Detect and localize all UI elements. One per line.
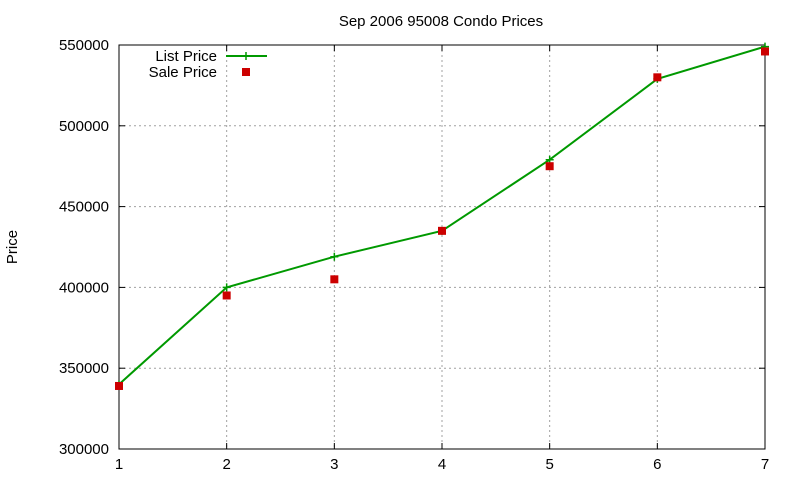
x-tick-label: 2 — [222, 456, 230, 473]
x-tick-label: 5 — [545, 456, 553, 473]
data-point — [438, 226, 446, 235]
legend-marker-list-price — [242, 52, 250, 60]
x-tick-label: 3 — [330, 456, 338, 473]
y-tick-label: 400000 — [59, 279, 109, 296]
x-tick-label: 1 — [115, 456, 123, 473]
data-point — [330, 252, 339, 261]
grid — [119, 45, 765, 449]
y-tick-label: 550000 — [59, 37, 109, 54]
x-tick-label: 4 — [438, 456, 446, 473]
data-point — [653, 73, 662, 82]
data-point — [545, 162, 554, 171]
legend-label-sale-price: Sale Price — [149, 64, 217, 81]
data-point — [761, 47, 769, 56]
legend: List Price Sale Price — [149, 48, 267, 81]
x-tick-label: 7 — [761, 456, 769, 473]
x-tick-label: 6 — [653, 456, 661, 473]
y-tick-label: 450000 — [59, 199, 109, 216]
series — [115, 42, 769, 390]
data-point — [222, 291, 231, 300]
data-point — [330, 275, 339, 284]
legend-marker-sale-price — [242, 68, 250, 76]
y-tick-label: 500000 — [59, 118, 109, 135]
y-tick-label: 350000 — [59, 360, 109, 377]
y-tick-label: 300000 — [59, 441, 109, 458]
data-point — [222, 283, 231, 292]
legend-label-list-price: List Price — [155, 48, 217, 65]
chart-title: Sep 2006 95008 Condo Prices — [339, 13, 543, 30]
axis-ticks: 1 2 3 4 5 6 7 300000 350000 400000 450000 500000 550… — [59, 37, 769, 473]
data-point — [115, 381, 123, 390]
y-axis-label: Price — [4, 230, 21, 264]
series-sale-price — [115, 47, 769, 390]
